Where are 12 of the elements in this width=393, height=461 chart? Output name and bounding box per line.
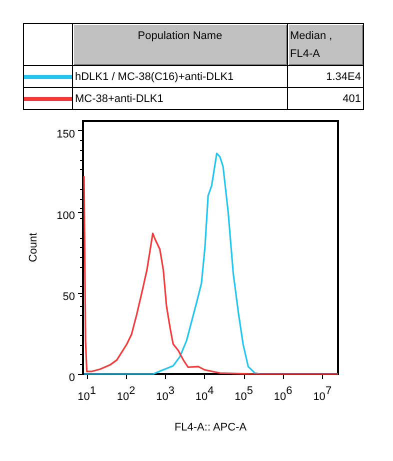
y-tick-label: 0 [68, 372, 75, 384]
legend-title: Population Name [72, 24, 288, 66]
y-axis-title: Count [28, 232, 40, 262]
text: 401 [288, 88, 364, 110]
y-tick-label: 50 [62, 290, 75, 303]
text: 1.34E4 [288, 66, 364, 88]
text: Median , FL4-A [288, 24, 364, 66]
y-tick-label: 100 [56, 210, 75, 222]
legend-label: hDLK1 / MC-38(C16)+anti-DLK1 [72, 66, 288, 88]
legend-label: MC-38+anti-DLK1 [72, 88, 288, 110]
x-axis-title: FL4-A:: APC-A [174, 422, 248, 434]
y-tick-label: 150 [56, 128, 75, 141]
